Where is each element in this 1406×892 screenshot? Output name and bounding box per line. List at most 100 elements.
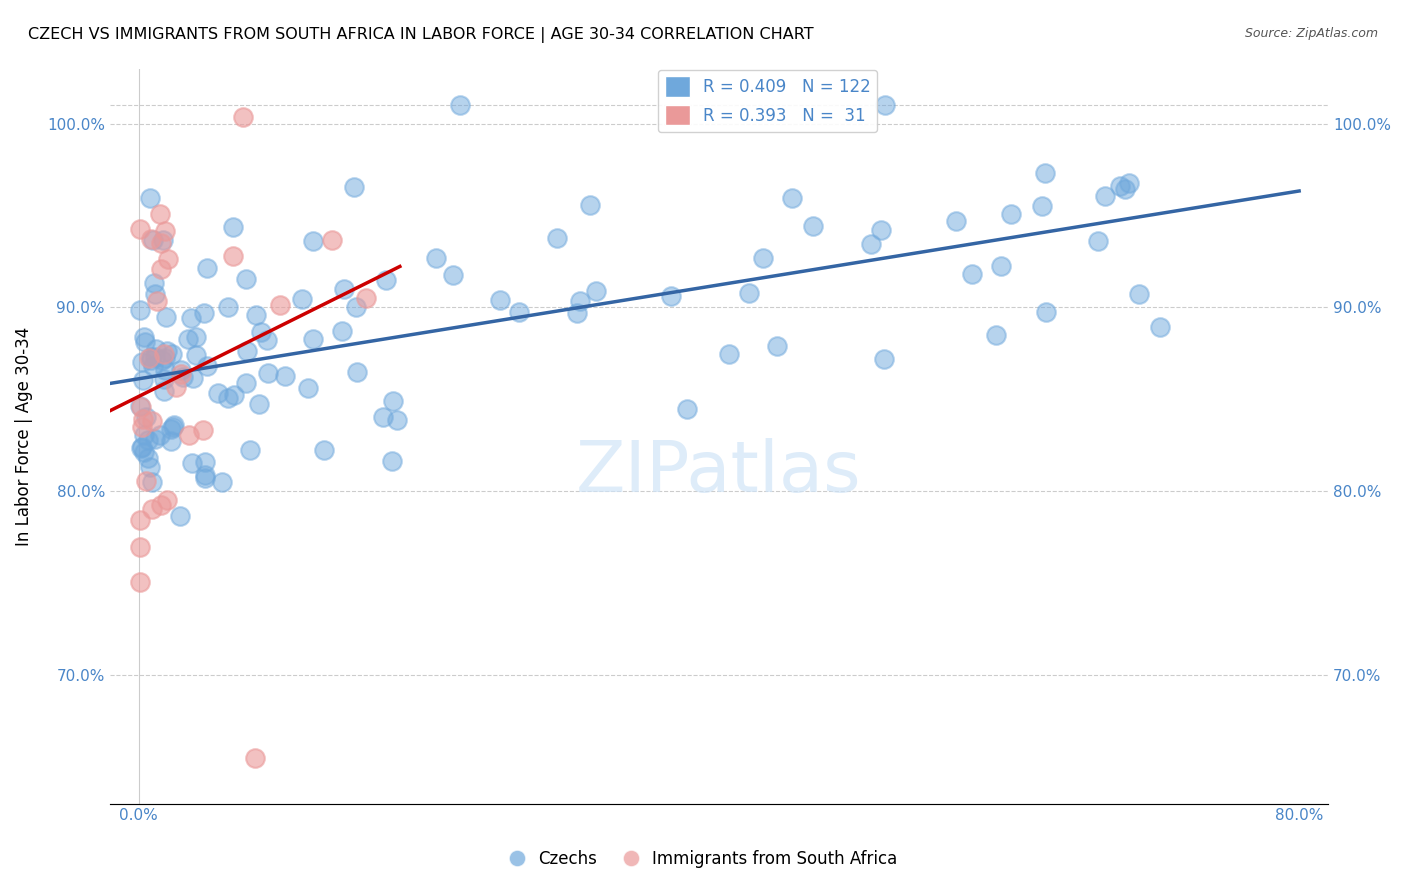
Text: Source: ZipAtlas.com: Source: ZipAtlas.com xyxy=(1244,27,1378,40)
Czechs xyxy=(1033,166,1056,180)
Czechs xyxy=(235,376,257,390)
Czechs xyxy=(159,421,181,435)
Immigrants from South Africa xyxy=(149,498,172,512)
Czechs xyxy=(1149,319,1171,334)
Czechs xyxy=(172,369,194,384)
Czechs xyxy=(565,306,588,320)
Czechs xyxy=(1031,199,1053,213)
Czechs xyxy=(1087,234,1109,248)
Czechs xyxy=(138,191,160,205)
Czechs xyxy=(129,399,152,413)
Czechs xyxy=(488,293,510,307)
Czechs xyxy=(236,343,259,358)
Immigrants from South Africa xyxy=(150,236,173,251)
Czechs xyxy=(135,409,157,424)
Czechs xyxy=(143,287,166,301)
Czechs xyxy=(152,233,174,247)
Czechs xyxy=(717,347,740,361)
Czechs xyxy=(129,441,152,455)
Czechs xyxy=(136,450,159,465)
Immigrants from South Africa xyxy=(150,261,173,276)
Immigrants from South Africa xyxy=(129,513,152,527)
Immigrants from South Africa xyxy=(321,233,343,247)
Immigrants from South Africa xyxy=(138,351,160,366)
Czechs xyxy=(207,385,229,400)
Czechs xyxy=(194,467,217,482)
Czechs xyxy=(1114,182,1136,196)
Czechs xyxy=(374,273,396,287)
Czechs xyxy=(302,332,325,346)
Czechs xyxy=(131,440,153,454)
Czechs xyxy=(738,286,761,301)
Czechs xyxy=(873,352,896,367)
Czechs xyxy=(132,330,155,344)
Czechs xyxy=(870,223,893,237)
Czechs xyxy=(156,344,179,359)
Immigrants from South Africa xyxy=(146,293,169,308)
Czechs xyxy=(152,372,174,386)
Czechs xyxy=(344,300,367,314)
Czechs xyxy=(131,355,153,369)
Immigrants from South Africa xyxy=(222,249,245,263)
Czechs xyxy=(163,418,186,433)
Immigrants from South Africa xyxy=(129,574,152,589)
Czechs xyxy=(1109,178,1132,193)
Czechs xyxy=(425,252,447,266)
Czechs xyxy=(990,259,1012,273)
Czechs xyxy=(273,369,295,384)
Czechs xyxy=(181,371,204,385)
Czechs xyxy=(860,237,883,252)
Czechs xyxy=(217,392,239,406)
Czechs xyxy=(765,339,787,353)
Immigrants from South Africa xyxy=(232,111,254,125)
Czechs xyxy=(224,388,246,402)
Immigrants from South Africa xyxy=(129,222,152,236)
Immigrants from South Africa xyxy=(170,367,193,381)
Czechs xyxy=(1118,176,1140,190)
Immigrants from South Africa xyxy=(177,427,200,442)
Legend: R = 0.409   N = 122, R = 0.393   N =  31: R = 0.409 N = 122, R = 0.393 N = 31 xyxy=(658,70,877,132)
Czechs xyxy=(579,198,602,212)
Legend: Czechs, Immigrants from South Africa: Czechs, Immigrants from South Africa xyxy=(502,844,904,875)
Czechs xyxy=(569,294,592,309)
Czechs xyxy=(297,381,319,395)
Czechs xyxy=(346,365,368,379)
Czechs xyxy=(155,310,177,324)
Czechs xyxy=(139,459,162,474)
Czechs xyxy=(256,333,278,347)
Czechs xyxy=(546,231,568,245)
Immigrants from South Africa xyxy=(269,298,291,312)
Immigrants from South Africa xyxy=(191,423,214,437)
Czechs xyxy=(186,349,208,363)
Czechs xyxy=(312,442,335,457)
Czechs xyxy=(945,214,967,228)
Czechs xyxy=(332,282,354,296)
Czechs xyxy=(659,289,682,303)
Czechs xyxy=(1000,206,1022,220)
Czechs xyxy=(142,276,165,290)
Czechs xyxy=(136,433,159,447)
Czechs xyxy=(139,352,162,367)
Czechs xyxy=(676,401,699,416)
Czechs xyxy=(247,397,270,411)
Immigrants from South Africa xyxy=(129,540,152,554)
Czechs xyxy=(449,98,471,112)
Immigrants from South Africa xyxy=(139,232,162,246)
Czechs xyxy=(257,366,280,380)
Czechs xyxy=(129,302,152,317)
Czechs xyxy=(385,413,408,427)
Czechs xyxy=(194,455,217,469)
Czechs xyxy=(150,353,173,368)
Czechs xyxy=(132,373,155,387)
Immigrants from South Africa xyxy=(157,252,180,266)
Czechs xyxy=(134,334,156,349)
Czechs xyxy=(782,191,804,205)
Immigrants from South Africa xyxy=(141,414,163,428)
Immigrants from South Africa xyxy=(153,347,176,361)
Czechs xyxy=(373,409,395,424)
Czechs xyxy=(508,305,530,319)
Czechs xyxy=(184,330,207,344)
Immigrants from South Africa xyxy=(131,401,153,415)
Czechs xyxy=(134,428,156,442)
Czechs xyxy=(235,272,257,286)
